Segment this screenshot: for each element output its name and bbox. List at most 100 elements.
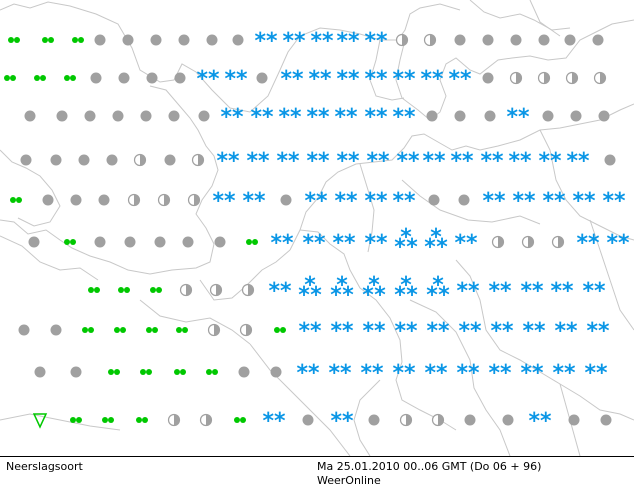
snow-asterisk-icon: **	[554, 319, 578, 344]
snow-asterisk-icon: **	[306, 149, 330, 174]
snow-asterisk-icon: **	[512, 189, 536, 214]
gray-dot-icon	[70, 194, 82, 206]
gray-dot-icon	[84, 110, 96, 122]
snow-asterisk-icon: **	[336, 29, 360, 54]
half-filled-circle-icon	[209, 283, 223, 297]
gray-dot-icon	[168, 110, 180, 122]
snow-asterisk-icon: **	[334, 189, 358, 214]
svg-text:*: *	[374, 283, 386, 308]
gray-dot-icon	[600, 414, 612, 426]
snow-asterisk-icon: **	[332, 231, 356, 256]
gray-dot-icon	[428, 194, 440, 206]
snow-asterisk-icon: **	[572, 189, 596, 214]
snow-asterisk-icon: **	[550, 279, 574, 304]
gray-dot-icon	[592, 34, 604, 46]
gray-dot-icon	[112, 110, 124, 122]
rain-double-dot-icon	[246, 239, 258, 245]
rain-double-dot-icon	[114, 327, 126, 333]
gray-dot-icon	[50, 324, 62, 336]
gray-dot-icon	[502, 414, 514, 426]
rain-double-dot-icon	[72, 37, 84, 43]
svg-text:*: *	[394, 235, 406, 260]
gray-dot-icon	[454, 110, 466, 122]
snow-asterisk-icon: **	[334, 105, 358, 130]
snow-asterisk-icon: **	[456, 279, 480, 304]
snow-asterisk-icon: **	[522, 319, 546, 344]
svg-text:*: *	[430, 225, 442, 250]
gray-dot-icon	[280, 194, 292, 206]
gray-dot-icon	[178, 34, 190, 46]
rain-double-dot-icon	[234, 417, 246, 423]
source-label: WeerOnline	[317, 474, 381, 487]
snow-asterisk-icon: **	[196, 67, 220, 92]
snow-triangle-cluster-icon: ** *	[424, 225, 448, 260]
snow-asterisk-icon: **	[364, 189, 388, 214]
half-filled-circle-icon	[537, 71, 551, 85]
snow-asterisk-icon: **	[450, 149, 474, 174]
snow-asterisk-icon: **	[360, 361, 384, 386]
half-filled-circle-icon	[207, 323, 221, 337]
half-filled-circle-icon	[241, 283, 255, 297]
validity-label: Ma 25.01.2010 00..06 GMT (Do 06 + 96)	[317, 460, 542, 473]
gray-dot-icon	[20, 154, 32, 166]
snow-asterisk-icon: **	[306, 105, 330, 130]
gray-dot-icon	[42, 194, 54, 206]
gray-dot-icon	[206, 34, 218, 46]
half-filled-circle-icon	[491, 235, 505, 249]
gray-dot-icon	[122, 34, 134, 46]
rain-double-dot-icon	[140, 369, 152, 375]
snow-asterisk-icon: **	[302, 231, 326, 256]
svg-text:*: *	[436, 235, 448, 260]
gray-dot-icon	[94, 34, 106, 46]
snow-asterisk-icon: **	[454, 231, 478, 256]
gray-dot-icon	[50, 154, 62, 166]
half-filled-circle-icon	[179, 283, 193, 297]
gray-dot-icon	[56, 110, 68, 122]
snow-asterisk-icon: **	[246, 149, 270, 174]
snow-asterisk-icon: **	[278, 105, 302, 130]
snow-asterisk-icon: **	[224, 67, 248, 92]
half-filled-circle-icon	[199, 413, 213, 427]
half-filled-circle-icon	[187, 193, 201, 207]
svg-text:*: *	[400, 273, 412, 298]
gray-dot-icon	[106, 154, 118, 166]
snow-asterisk-icon: **	[520, 279, 544, 304]
snow-asterisk-icon: **	[586, 319, 610, 344]
snow-asterisk-icon: **	[282, 29, 306, 54]
half-filled-circle-icon	[127, 193, 141, 207]
coastlines	[0, 0, 634, 456]
snow-triangle-cluster-icon: ** *	[298, 273, 322, 308]
snow-asterisk-icon: **	[364, 67, 388, 92]
gray-dot-icon	[34, 366, 46, 378]
snow-asterisk-icon: **	[268, 279, 292, 304]
snow-asterisk-icon: **	[552, 361, 576, 386]
rain-double-dot-icon	[274, 327, 286, 333]
rain-double-dot-icon	[174, 369, 186, 375]
gray-dot-icon	[510, 34, 522, 46]
gray-dot-icon	[124, 236, 136, 248]
gray-dot-icon	[482, 34, 494, 46]
snow-asterisk-icon: **	[482, 189, 506, 214]
svg-text:*: *	[368, 273, 380, 298]
half-filled-circle-icon	[521, 235, 535, 249]
snow-asterisk-icon: **	[328, 361, 352, 386]
rain-double-dot-icon	[150, 287, 162, 293]
snow-asterisk-icon: **	[336, 149, 360, 174]
svg-text:*: *	[406, 235, 418, 260]
snow-asterisk-icon: **	[538, 149, 562, 174]
half-filled-circle-icon	[399, 413, 413, 427]
gray-dot-icon	[598, 110, 610, 122]
snow-asterisk-icon: **	[426, 319, 450, 344]
gray-dot-icon	[78, 154, 90, 166]
snow-asterisk-icon: **	[270, 231, 294, 256]
map-footer: Neerslagsoort Ma 25.01.2010 00..06 GMT (…	[0, 456, 634, 490]
half-filled-circle-icon	[509, 71, 523, 85]
snow-asterisk-icon: **	[242, 189, 266, 214]
gray-dot-icon	[70, 366, 82, 378]
gray-dot-icon	[238, 366, 250, 378]
rain-double-dot-icon	[42, 37, 54, 43]
snow-asterisk-icon: **	[566, 149, 590, 174]
rain-double-dot-icon	[102, 417, 114, 423]
svg-text:*: *	[336, 273, 348, 298]
